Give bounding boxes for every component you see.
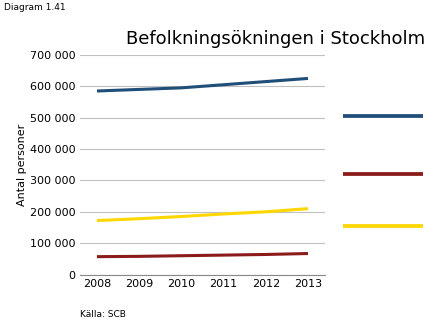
Y-axis label: Antal personer: Antal personer bbox=[17, 124, 27, 206]
Text: Källa: SCB: Källa: SCB bbox=[80, 309, 126, 318]
Text: Diagram 1.41: Diagram 1.41 bbox=[4, 3, 66, 12]
Title: Befolkningsökningen i Stockholm: Befolkningsökningen i Stockholm bbox=[126, 30, 425, 48]
